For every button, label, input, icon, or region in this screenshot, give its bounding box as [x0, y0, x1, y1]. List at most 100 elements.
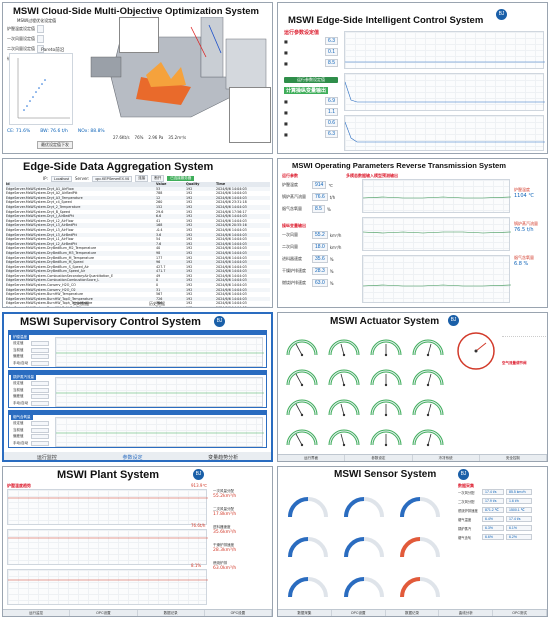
server-input[interactable]: opc.KEPServerEX.V6	[92, 175, 133, 182]
table-row[interactable]: EdgeServer.MsWSystem.DryBedBurn_Speed_Ai…	[6, 269, 270, 274]
edge-val-0[interactable]: 6.3	[325, 37, 338, 45]
plant-title: MSWI Plant System	[57, 469, 160, 481]
supervisory-section: 烟气含氧量 设定值 当前值 偏差值 手动/自动	[8, 410, 267, 448]
tab-trend[interactable]: 变量趋势分析	[208, 454, 239, 461]
table-row[interactable]: EdgeServer.MsWSystem.DryBedBurn_M_Speed 9…	[6, 260, 270, 265]
edge-sec1: 运行参数设定值	[284, 30, 320, 36]
actuator-tab-3[interactable]: 安全控制	[480, 455, 547, 461]
param-row: 进料器速度 35.6%	[282, 255, 334, 263]
cloud-bw: BW: 76.6 t/h	[40, 129, 68, 134]
table-row[interactable]: EdgeServer.MsWSystem.Conserv_H2O_CO 0 192 2…	[6, 283, 247, 288]
table-row[interactable]: EdgeServer.MsWSystem.CombustionCombustio…	[6, 278, 270, 284]
table-row[interactable]: EdgeServer.MsWSystem.Dryt_J_AirBedPtt 6.6…	[6, 214, 270, 219]
disconnect-button[interactable]: 断开	[151, 175, 165, 182]
edge-val-3[interactable]: 6.9	[325, 97, 338, 105]
table-row[interactable]: EdgeServer.MsWSystem.Dryt_A2_AirBedPtt 78…	[6, 191, 247, 196]
param-value[interactable]: 18.0	[312, 243, 328, 251]
plant-tab-0[interactable]: 运行监控	[3, 610, 71, 616]
table-row[interactable]: EdgeServer.MsWSystem.DryBedBurn_S_Speed_…	[6, 264, 247, 269]
table-row[interactable]: EdgeServer.MsWSystem.Dryt_L3_AirBedPtt 16…	[6, 223, 270, 228]
sensor-panel: MSWI Sensor System BJ 数据采集 一次风分配 17.4 t/s…	[277, 466, 548, 617]
sensor-tab-4[interactable]: OPC测试	[493, 610, 547, 616]
table-row[interactable]: EdgeServer.MsWSystem.BurnHW_Toph_Tempera…	[6, 301, 247, 306]
table-row[interactable]: EdgeServer.MsWSystem.BurnHW_P_AirBedPtt2…	[6, 306, 270, 307]
edge-setpoint-button[interactable]: 运行参数设定值	[284, 77, 338, 83]
param-value[interactable]: 55.2	[312, 231, 328, 239]
edge-val-6[interactable]: 6.3	[325, 130, 338, 138]
actuator-tab-1[interactable]: 参数设定	[345, 455, 413, 461]
reading-row: 二次风分配 17.9 t/s 1.6 t/h	[458, 498, 546, 504]
tab-params[interactable]: 参数设定	[122, 454, 143, 461]
param-value[interactable]: 28.3	[312, 267, 328, 275]
edge-val-1[interactable]: 0.1	[325, 48, 338, 56]
table-row[interactable]: EdgeServer.MsWSystem.Dryt_2_Temperature 1…	[6, 204, 270, 210]
plant-tab-2[interactable]: 数据记录	[138, 610, 205, 616]
ip-input[interactable]: Localhost	[50, 175, 72, 182]
cloud-param-0-input[interactable]	[37, 25, 45, 33]
plant-chart-1	[7, 489, 208, 525]
table-row[interactable]: EdgeServer.MsWSystem.Dryt_A1_AirFlow 53 19…	[6, 186, 270, 192]
sensor-title: MSWI Sensor System	[334, 469, 437, 480]
sensor-tab-3[interactable]: 曲线分析	[439, 610, 494, 616]
edge-chart-1	[344, 31, 545, 69]
edge-val-5[interactable]: 0.6	[325, 119, 338, 127]
param-value[interactable]: 914	[312, 181, 327, 189]
cloud-subtitle: MSWI过程优化设定值	[17, 18, 57, 23]
tab-monitor[interactable]: 运行监控	[36, 454, 57, 461]
realtime-data-button[interactable]: 实时数据	[73, 301, 89, 306]
gauge-icon	[408, 421, 448, 449]
cloud-right-table	[229, 87, 271, 143]
param-row: 燃烧炉排速度 63.0%	[282, 279, 334, 287]
table-row[interactable]: EdgeServer.MsWSystem.DryBedBurn_M3_Tempe…	[6, 250, 270, 256]
cloud-param-0: 炉膛温度设定值	[7, 26, 35, 31]
reverse-chart-2	[362, 217, 512, 251]
cloud-param-1-input[interactable]	[37, 35, 45, 43]
supervisory-title: MSWI Supervisory Control System	[20, 316, 201, 328]
connect-button[interactable]: 连接	[135, 175, 149, 182]
param-value[interactable]: 8.5	[312, 205, 325, 213]
sensor-sec: 数据采集	[458, 483, 474, 488]
cloud-footer-button[interactable]: 最优设定值下发	[37, 141, 73, 149]
gauge-icon	[282, 391, 322, 419]
gauge-icon	[282, 485, 334, 523]
sensor-tab-1[interactable]: OPC设置	[332, 610, 386, 616]
param-value[interactable]: 35.6	[312, 255, 328, 263]
actuator-tab-0[interactable]: 运行界面	[278, 455, 346, 461]
actuator-tab-2[interactable]: 冷冴系统	[413, 455, 480, 461]
gauge-icon	[282, 421, 322, 449]
table-row[interactable]: EdgeServer.MsWSystem.Dryt_A3_Temperature…	[6, 195, 270, 201]
table-row[interactable]: EdgeServer.MsWSystem.CombustionSecondary…	[6, 273, 247, 278]
table-row[interactable]: EdgeServer.MsWSystem.Dryt_L2_AirBedPtt 7.…	[6, 241, 270, 247]
param-value[interactable]: 76.6	[312, 193, 328, 201]
table-row[interactable]: EdgeServer.MsWSystem.DryBedBurn_M_Temper…	[6, 255, 247, 260]
table-row[interactable]: EdgeServer.MsWSystem.Dryt_L3_AirFlow -0.4…	[6, 227, 247, 232]
history-data-button[interactable]: 历史数据	[149, 301, 165, 306]
table-row[interactable]: EdgeServer.MsWSystem.Dryt_L3_AirBedPtt 3.…	[6, 232, 270, 238]
reverse-sec-left: 运行参数	[282, 173, 298, 178]
plant-tab-3[interactable]: OPC设置	[205, 610, 272, 616]
table-row[interactable]: EdgeServer.MsWSystem.DryBedBurn_M2_Tempe…	[6, 246, 247, 251]
plant-tab-1[interactable]: OPC设置	[70, 610, 138, 616]
table-row[interactable]: EdgeServer.MsWSystem.Dryt_L2_AirFlow 41 19…	[6, 218, 247, 223]
table-row[interactable]: EdgeServer.MsWSystem.Dryt_L1_AirFlow 54 19…	[6, 237, 247, 242]
reading-row: 烟气温度 6.4% 17.4 t/s	[458, 516, 546, 522]
cloud-stat-3: 35.2m³/s	[168, 135, 187, 140]
table-row[interactable]: EdgeServer.MsWSystem.Dryt_c4_Speed 260 192…	[6, 200, 247, 205]
sensor-tab-2[interactable]: 数据记录	[386, 610, 440, 616]
cloud-param-2-input[interactable]	[37, 45, 45, 53]
table-row[interactable]: EdgeServer.MsWSystem.BurnHW_Temperature 5…	[6, 292, 247, 297]
plant-panel: MSWI Plant System BJ 炉膛温度趋势 913.9℃ 76.6t…	[2, 466, 273, 617]
sensor-tab-0[interactable]: 数据采集	[278, 610, 332, 616]
gauge-icon	[408, 331, 448, 359]
gauge-icon	[324, 331, 364, 359]
edge-val-4[interactable]: 1.1	[325, 108, 338, 116]
param-row: 干燥炉排速度 28.3%	[282, 267, 334, 275]
table-row[interactable]: EdgeServer.MsWSystem.Conserv_H2O_O2 31 192…	[6, 287, 270, 293]
gauge-icon	[282, 331, 322, 359]
table-row[interactable]: EdgeServer.MsWSystem.BurnHW_TopO_Tempera…	[6, 296, 270, 302]
cloud-param-table: ​	[119, 17, 159, 53]
table-row[interactable]: EdgeServer.MsWSystem.Dryt_B_Speed 29.6 192…	[6, 209, 247, 214]
reading-row: 锅炉蒸汽 6.3% 6.1%	[458, 525, 546, 531]
param-value[interactable]: 63.0	[312, 279, 328, 287]
edge-val-2[interactable]: 8.5	[325, 59, 338, 67]
